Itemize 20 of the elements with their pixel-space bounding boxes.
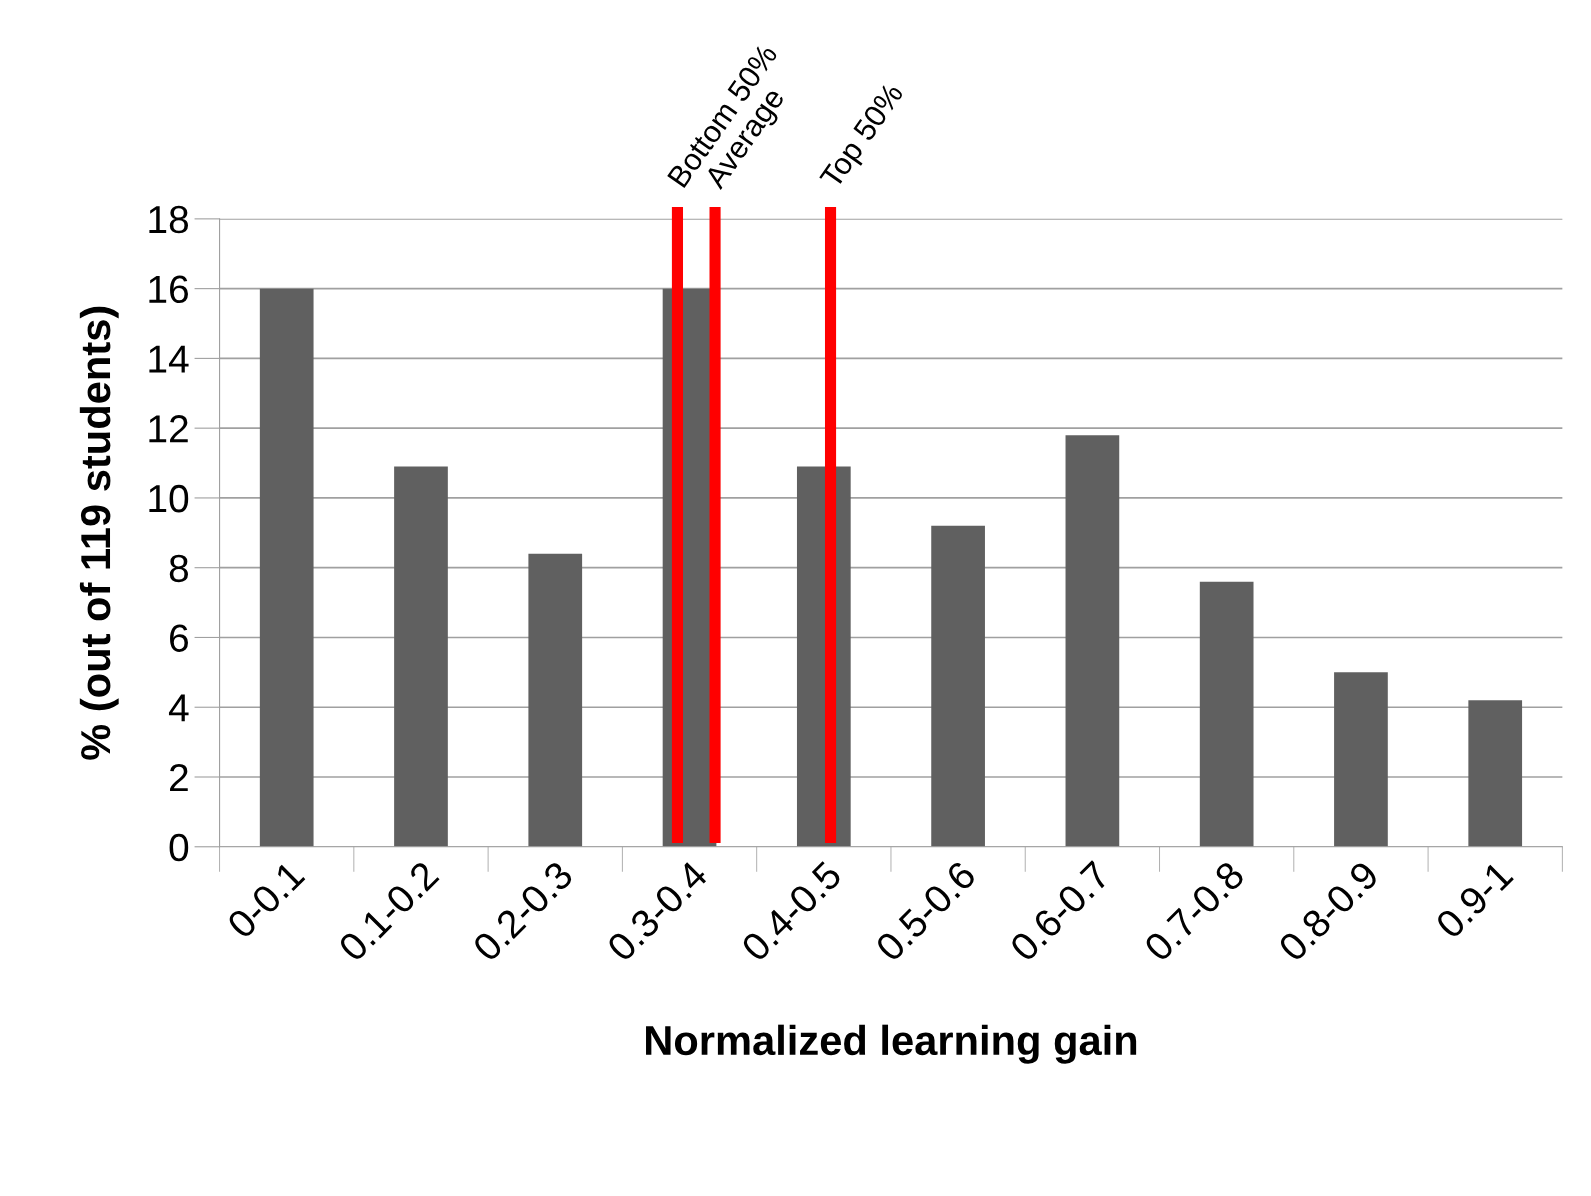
y-axis-title: % (out of 119 students) <box>79 306 119 760</box>
y-tick-label: 16 <box>149 275 188 304</box>
y-tick-label: 14 <box>149 345 189 373</box>
y-tick-label: 10 <box>149 484 189 513</box>
bar <box>259 288 314 847</box>
bar <box>394 466 448 847</box>
bar <box>528 553 583 847</box>
y-tick-label: 6 <box>170 624 188 652</box>
y-tick-label: 0 <box>169 833 189 862</box>
bar <box>1199 581 1254 847</box>
y-tick-label: 4 <box>168 694 189 722</box>
bar <box>931 525 985 847</box>
y-tick-label: 12 <box>149 415 188 443</box>
bar <box>1334 672 1388 847</box>
x-axis-title: Normalized learning gain <box>646 1024 1137 1064</box>
y-tick-label: 18 <box>149 205 189 234</box>
bar <box>1468 700 1523 847</box>
y-tick-label: 2 <box>170 763 188 792</box>
bar <box>1065 435 1120 847</box>
y-tick-label: 8 <box>169 554 189 583</box>
